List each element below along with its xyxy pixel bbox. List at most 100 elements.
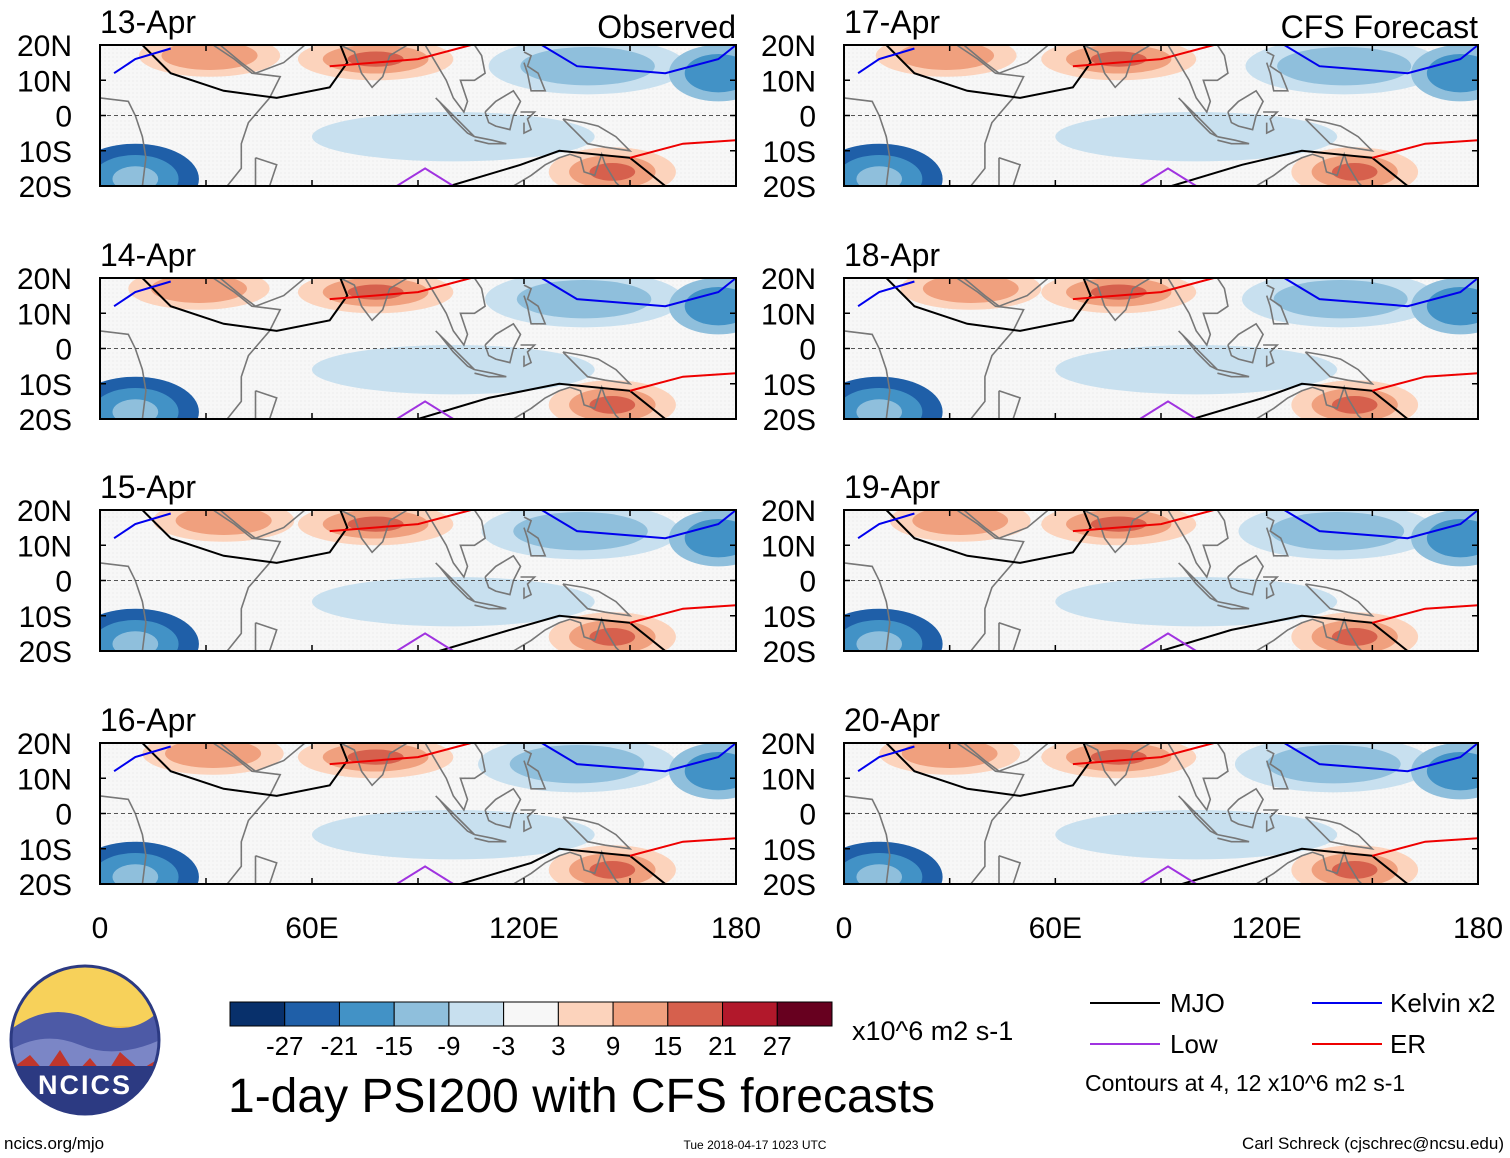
panel-date: 18-Apr (844, 237, 940, 273)
anomaly-contour (589, 861, 636, 879)
panel-date: 19-Apr (844, 469, 940, 505)
colorbar-label: 9 (606, 1031, 620, 1061)
y-tick-label: 20S (763, 171, 816, 204)
coastline (1263, 111, 1280, 135)
colorbar: -27 -21 -15 -9 -3 3 9 15 21 27 (229, 1001, 833, 1061)
figure-title: 1-day PSI200 with CFS forecasts (228, 1070, 935, 1123)
wave-contour (113, 47, 171, 75)
anomaly-contour (589, 628, 636, 646)
wave-contour (438, 614, 666, 651)
coastline (1265, 516, 1289, 557)
coastline (1083, 743, 1151, 787)
wave-contour (1192, 382, 1409, 419)
y-tick-label: 10N (17, 530, 72, 563)
coastline (1245, 151, 1363, 186)
wave-contour (1072, 278, 1215, 301)
y-tick-label: 0 (55, 334, 72, 367)
y-tick-label: 10S (19, 834, 72, 867)
anomaly-contour (1331, 628, 1378, 646)
wave-contour (1072, 45, 1215, 68)
coastline (998, 157, 1022, 186)
forecast-title: CFS Forecast (1281, 9, 1478, 45)
legend-label-low: Low (1170, 1029, 1218, 1059)
panel-date: 17-Apr (844, 4, 940, 40)
anomaly-contour (1277, 46, 1412, 86)
anomaly-contour (112, 166, 159, 186)
coastline (219, 743, 306, 773)
coastline (254, 157, 278, 186)
y-tick-label: 10N (17, 763, 72, 796)
y-tick-label: 10S (19, 601, 72, 634)
colorbar-swatch (776, 1001, 833, 1027)
coastline (562, 118, 633, 152)
coastline (562, 583, 633, 617)
wave-contour (417, 382, 666, 419)
coastline (1263, 576, 1280, 600)
wave-contour (1372, 604, 1478, 624)
coastline (502, 616, 620, 651)
panel-date: 14-Apr (100, 237, 196, 273)
wave-contour (141, 45, 349, 99)
y-tick-label: 20N (761, 263, 816, 296)
y-tick-label: 10S (763, 369, 816, 402)
wave-contour (629, 372, 736, 392)
coastline (520, 344, 537, 368)
coastline (844, 97, 891, 186)
coastline (1083, 278, 1151, 322)
colorbar-label: 27 (763, 1031, 792, 1061)
wave-contour (1139, 865, 1197, 884)
coastline (1245, 384, 1363, 419)
colorbar-swatch (722, 1001, 778, 1027)
y-tick-label: 20S (763, 404, 816, 437)
y-tick-label: 10N (761, 65, 816, 98)
y-tick-label: 20N (17, 263, 72, 296)
coastline (1304, 583, 1375, 617)
y-tick-label: 0 (799, 101, 816, 134)
colorbar-label: -27 (266, 1031, 304, 1061)
coastline (998, 390, 1022, 419)
coastline (998, 622, 1022, 651)
coastline (523, 516, 547, 557)
wave-contour (1181, 847, 1409, 884)
y-tick-label: 10N (17, 65, 72, 98)
wave-contour (1283, 45, 1478, 75)
coastline (523, 51, 547, 92)
coastline (1167, 45, 1229, 114)
anomaly-contour (112, 631, 159, 651)
wave-contour (541, 510, 736, 540)
anomaly-contour (112, 399, 159, 419)
coastline (844, 562, 891, 651)
y-tick-label: 20S (19, 404, 72, 437)
coastline (963, 45, 1049, 75)
x-tick-label: 60E (285, 912, 338, 945)
wave-contour (113, 745, 171, 773)
wave-contour (329, 278, 472, 301)
coastline (520, 809, 537, 833)
coastline (1227, 787, 1265, 829)
coastline (520, 576, 537, 600)
panel-date: 16-Apr (100, 702, 196, 738)
wave-contour (396, 865, 454, 884)
coastline (339, 45, 408, 89)
x-tick-label: 180 (1453, 912, 1503, 945)
coastline (100, 330, 147, 419)
coastline (1263, 344, 1280, 368)
timestamp: Tue 2018-04-17 1023 UTC (684, 1138, 827, 1152)
wave-contour (885, 278, 1092, 332)
y-tick-label: 10S (763, 601, 816, 634)
wave-contour (1283, 743, 1478, 773)
coastline (1217, 600, 1250, 610)
anomaly-contour (856, 864, 903, 884)
colorbar-units: x10^6 m2 s-1 (852, 1016, 1013, 1046)
colorbar-swatch (229, 1001, 286, 1027)
x-tick-label: 0 (92, 912, 109, 945)
coastline (339, 278, 408, 322)
panel-date: 20-Apr (844, 702, 940, 738)
wave-contour (857, 745, 915, 773)
wave-contour (1139, 632, 1197, 651)
colorbar-label: 15 (653, 1031, 682, 1061)
y-tick-label: 20S (19, 171, 72, 204)
